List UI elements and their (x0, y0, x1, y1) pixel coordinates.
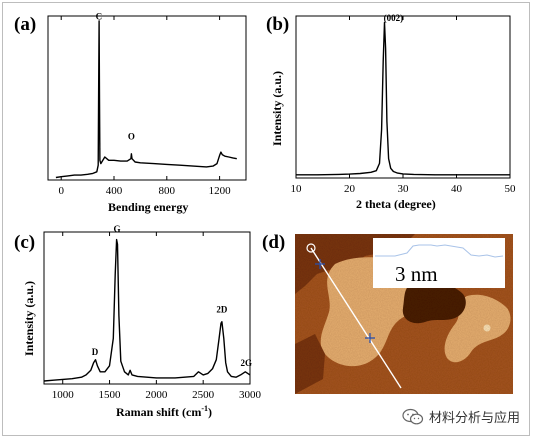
profile-marker-1 (315, 259, 325, 269)
x-tick-label-c: 1000 (52, 389, 75, 401)
panel-label-c: (c) (14, 232, 36, 253)
x-tick-label-a: 400 (106, 185, 123, 197)
plot-frame-c (43, 231, 251, 385)
line-profile-start (306, 243, 316, 253)
chart-a: 0 400 800 1200 C O (47, 12, 247, 197)
watermark: 材料分析与应用 (402, 407, 520, 426)
plot-frame-a (47, 15, 247, 181)
xlabel-c-sup: -1 (201, 404, 208, 413)
x-tick-label-a: 800 (159, 185, 176, 197)
height-profile-line (375, 244, 504, 258)
peak-label-a: O (128, 131, 135, 141)
plot-frame-b (295, 15, 511, 179)
afm-bright-spot (483, 324, 491, 332)
x-tick-label-c: 1500 (99, 389, 122, 401)
series-line-c (43, 238, 251, 382)
scale-text: 3 nm (395, 262, 438, 286)
profile-inset (373, 238, 505, 288)
xlabel-b: 2 theta (degree) (356, 197, 436, 211)
afm-dark-region-bottom (295, 334, 325, 394)
figure-frame (2, 2, 530, 436)
peak-label-c: 2D (216, 305, 228, 315)
peak-label-a: C (96, 12, 103, 22)
ylabel-c: Intensity (a.u.) (22, 280, 36, 356)
peak-label-c: G (114, 224, 121, 234)
panel-label-b: (b) (266, 14, 290, 35)
profile-marker-2 (365, 333, 375, 343)
chart-b: 10 20 30 40 50 (002) (291, 13, 517, 195)
xlabel-c-main: Raman shift (cm (116, 405, 202, 419)
afm-image: 3 nm (295, 234, 513, 394)
wechat-icon (402, 408, 424, 424)
x-tick-label-b: 50 (505, 183, 517, 195)
peak-label-c: D (92, 347, 99, 357)
series-line-a (55, 20, 237, 179)
chart-c: 1000 1500 2000 2500 3000 D G 2D 2G (43, 224, 262, 401)
x-tick-label-c: 2000 (145, 389, 168, 401)
x-tick-label-a: 1200 (209, 185, 232, 197)
x-tick-label-c: 3000 (239, 389, 262, 401)
x-tick-label-b: 40 (451, 183, 463, 195)
ylabel-b: Intensity (a.u.) (270, 70, 284, 146)
xlabel-a: Bending energy (108, 200, 189, 214)
peak-label-b: (002) (384, 13, 404, 23)
x-tick-label-c: 2500 (192, 389, 215, 401)
xlabel-c: Raman shift (cm-1) (116, 404, 212, 420)
series-line-b (296, 21, 510, 176)
x-tick-label-b: 30 (398, 183, 410, 195)
x-tick-label-a: 0 (58, 185, 64, 197)
afm-dark-hole (402, 280, 466, 324)
panel-label-d: (d) (262, 232, 286, 253)
x-tick-label-b: 10 (291, 183, 303, 195)
x-tick-label-b: 20 (344, 183, 356, 195)
line-profile-path (310, 247, 402, 389)
panel-label-a: (a) (14, 14, 37, 35)
peak-label-c: 2G (240, 358, 252, 368)
watermark-text: 材料分析与应用 (428, 411, 520, 426)
xlabel-c-end: ) (208, 405, 212, 419)
